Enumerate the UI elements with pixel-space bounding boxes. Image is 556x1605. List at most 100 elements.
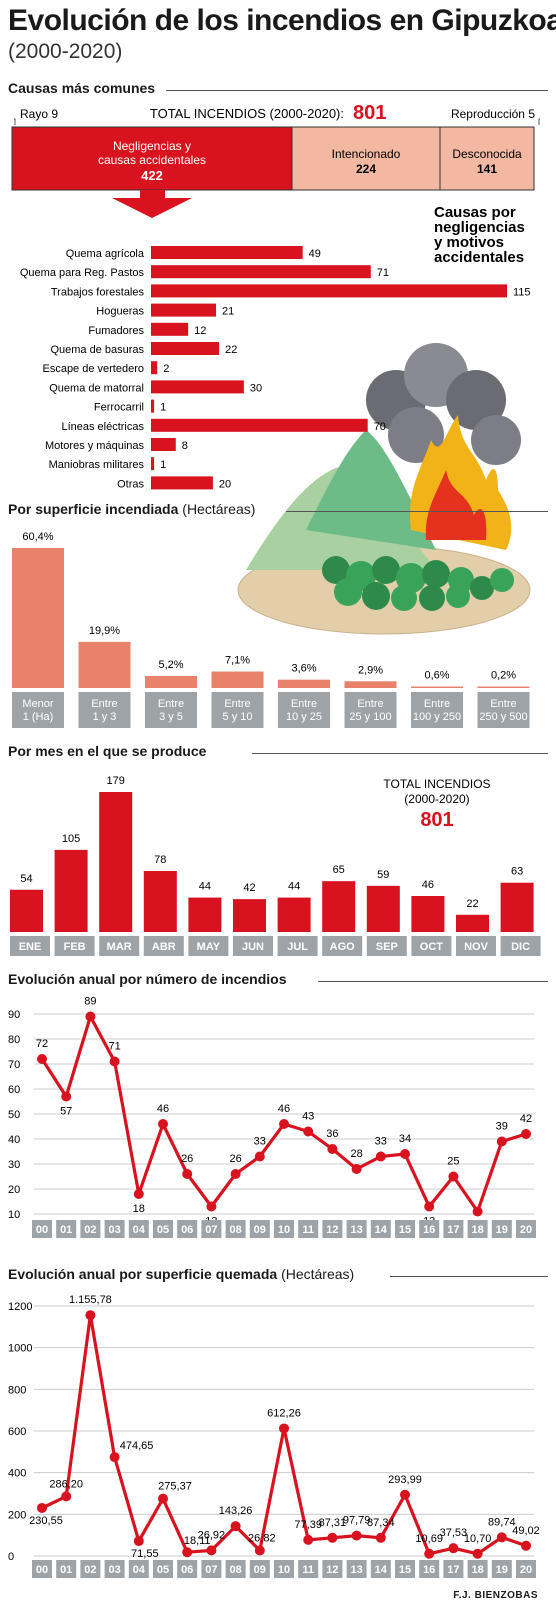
x-tick-tab <box>467 1220 488 1238</box>
cause-value-label: 70 <box>374 421 386 433</box>
data-label: 474,65 <box>120 1440 154 1452</box>
surface-bar <box>477 686 530 688</box>
month-category-label: NOV <box>464 941 489 953</box>
cause-bar <box>151 342 220 355</box>
surface-value-label: 60,4% <box>22 531 53 543</box>
x-tick-tab <box>32 1220 52 1238</box>
cause-bar <box>151 457 155 471</box>
month-bar <box>500 882 534 932</box>
data-point <box>496 1532 507 1543</box>
cause-category-label: Quema de basuras <box>50 344 144 356</box>
month-category-label: JUN <box>242 941 264 953</box>
cause-category-label: Quema para Reg. Pastos <box>20 267 145 279</box>
data-label: 89 <box>84 996 96 1008</box>
month-category-tab <box>188 936 229 956</box>
x-tick-tab <box>153 1220 173 1238</box>
total-incendios-value: 801 <box>353 102 386 124</box>
data-point <box>109 1452 120 1463</box>
y-tick-label: 400 <box>8 1468 26 1480</box>
month-value-label: 179 <box>107 775 125 787</box>
cause-value-label: 12 <box>194 325 206 337</box>
data-point <box>424 1548 435 1559</box>
data-point <box>133 1536 144 1547</box>
cause-label-intencionado: Intencionado <box>332 147 401 161</box>
cause-block-frame <box>11 126 535 191</box>
data-point <box>37 1054 47 1064</box>
month-category-label: AGO <box>330 941 356 953</box>
month-value-label: 22 <box>466 898 478 910</box>
y-tick-label: 1200 <box>8 1301 32 1313</box>
month-category-label: ENE <box>19 941 42 953</box>
cause-value-label: 71 <box>377 267 389 279</box>
x-tick-label: 03 <box>108 1564 120 1576</box>
data-point <box>400 1149 410 1159</box>
x-tick-tab <box>201 1220 222 1238</box>
y-tick-label: 90 <box>8 1009 20 1021</box>
annual-area-heading-text: Evolución anual por superficie quemada <box>8 1266 278 1282</box>
total-incendios-label: TOTAL INCENDIOS (2000-2020): <box>150 106 344 121</box>
cause-category-label: Fumadores <box>88 325 144 337</box>
annual-count-heading: Evolución anual por número de incendios <box>8 971 287 987</box>
month-category-label: MAR <box>107 941 132 953</box>
x-tick-label: 06 <box>181 1224 193 1236</box>
y-tick-label: 800 <box>8 1384 26 1396</box>
data-label: 1.155,78 <box>69 1294 112 1306</box>
causes-detail-bar-chart: Quema agrícola 49 Quema para Reg. Pastos 71… <box>20 246 531 490</box>
cause-label-desconocida: Desconocida <box>452 147 522 161</box>
y-tick-label: 30 <box>8 1159 20 1171</box>
forest-fire-illustration <box>237 343 531 635</box>
x-tick-label: 07 <box>205 1564 217 1576</box>
month-category-label: ABR <box>152 941 176 953</box>
data-point <box>206 1201 217 1212</box>
data-point <box>158 1493 168 1504</box>
cause-value-desconocida: 141 <box>477 162 497 176</box>
data-label: 36 <box>326 1128 338 1140</box>
data-label: 89,74 <box>488 1516 516 1528</box>
month-total-label-2: (2000-2020) <box>404 792 469 806</box>
detail-title-text: Causas por negligencias y motivos accidenta… <box>434 204 525 266</box>
surface-value-label: 0,2% <box>491 670 516 682</box>
y-tick-label: 80 <box>8 1034 20 1046</box>
x-tick-tab <box>443 1560 464 1578</box>
data-point <box>521 1129 531 1139</box>
annual-count-line-chart: 10 20 30 40 50 60 70 80 90 72 57 89 71 18 46 26 13 26 33 46… <box>8 996 536 1238</box>
cause-value-label: 1 <box>160 402 166 414</box>
cause-category-label: Maniobras militares <box>49 459 145 471</box>
x-tick-label: 04 <box>133 1564 146 1576</box>
x-tick-label: 09 <box>254 1564 266 1576</box>
x-tick-label: 10 <box>278 1224 290 1236</box>
data-label: 26 <box>181 1153 193 1165</box>
month-heading-rule <box>252 753 548 754</box>
month-value-label: 46 <box>422 879 434 891</box>
annual-area-heading-rule <box>390 1276 548 1277</box>
data-label: 10,70 <box>464 1533 492 1545</box>
month-category-tab <box>54 936 95 956</box>
month-value-label: 78 <box>154 854 166 866</box>
x-tick-tab <box>346 1560 367 1578</box>
data-point <box>158 1119 168 1129</box>
x-tick-tab <box>56 1560 77 1578</box>
x-tick-tab <box>249 1560 270 1578</box>
credit: F.J. BIENZOBAS <box>453 1590 538 1601</box>
x-tick-label: 17 <box>447 1564 459 1576</box>
x-tick-tab <box>32 1560 52 1578</box>
surface-category-label: Entre 100 y 250 <box>413 698 461 723</box>
data-point <box>85 1310 96 1321</box>
cause-value-negligencias: 422 <box>141 168 163 183</box>
month-category-tab <box>322 936 363 956</box>
data-point <box>254 1151 265 1162</box>
detail-title: Causas por negligencias y motivos accidenta… <box>434 204 525 266</box>
surface-bar <box>278 679 330 688</box>
data-point <box>521 1540 531 1551</box>
x-tick-label: 13 <box>350 1224 362 1236</box>
causes-block-chart: Rayo 9 Reproducción 5 TOTAL INCENDIOS (2… <box>11 102 540 218</box>
data-point <box>133 1189 144 1199</box>
month-category-label: JUL <box>287 941 308 953</box>
surface-category-tab <box>12 692 64 728</box>
x-tick-label: 19 <box>496 1564 508 1576</box>
x-tick-tab <box>419 1560 440 1578</box>
data-point <box>109 1056 120 1067</box>
cause-bar <box>151 322 189 336</box>
x-tick-label: 10 <box>278 1564 290 1576</box>
x-tick-label: 13 <box>350 1564 362 1576</box>
